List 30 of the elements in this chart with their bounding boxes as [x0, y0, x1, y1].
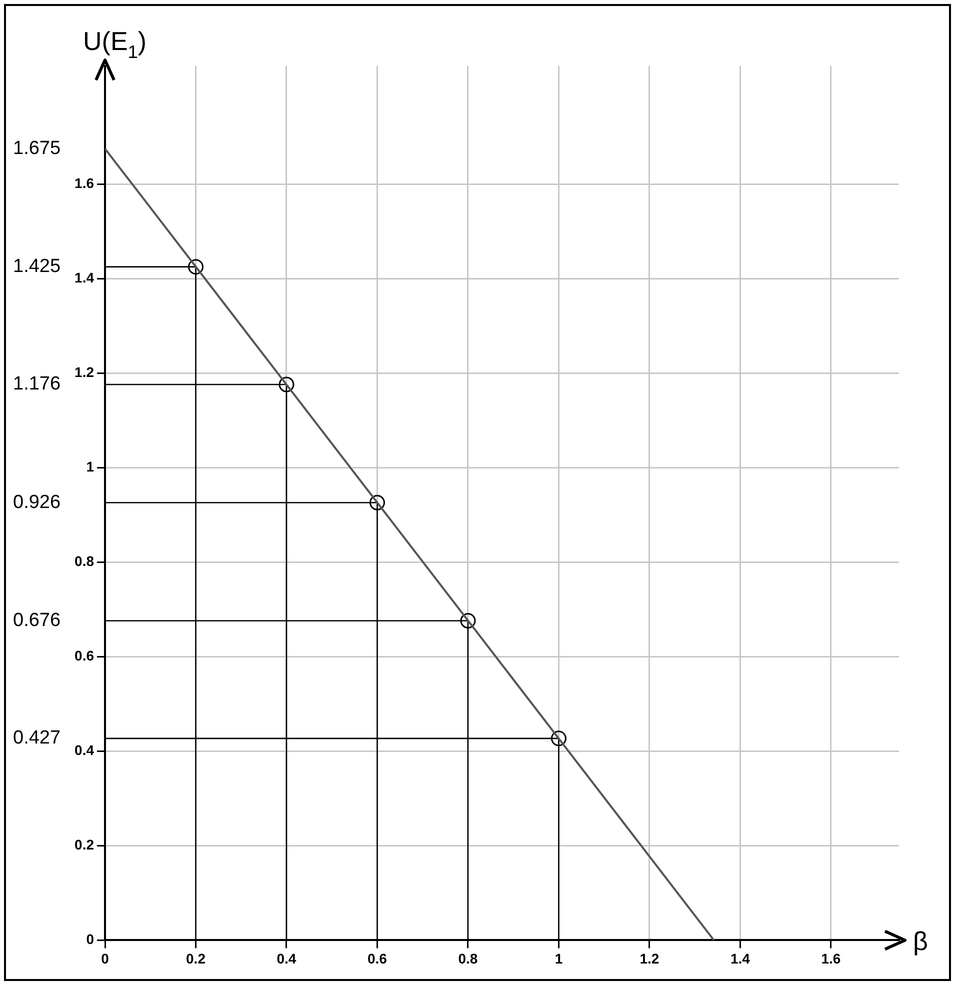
y-tick-label: 0.2 [74, 836, 94, 853]
y2-tick-label: 1.675 [13, 138, 61, 159]
y2-tick-label: 1.176 [13, 374, 61, 395]
y-tick-label: 1.4 [74, 270, 94, 286]
x-tick-label: 1.4 [730, 950, 750, 966]
x-tick-label: 1 [554, 950, 563, 966]
y2-tick-label: 0.926 [13, 492, 61, 513]
y-tick-label: 0.8 [74, 553, 94, 570]
point [550, 730, 566, 746]
x-axis-title: β [913, 926, 928, 956]
x-tick-label: 1.2 [640, 950, 660, 966]
x-tick-label: 1.6 [821, 950, 841, 966]
x-tick-label: 0.4 [276, 950, 296, 966]
y-tick-label: 0.6 [74, 648, 94, 664]
y-tick-label: 1.2 [74, 364, 94, 380]
y2-tick-label: 0.676 [13, 610, 61, 631]
y-tick-label: 1 [86, 458, 94, 475]
x-tick-label: 0.8 [458, 950, 478, 966]
y2-tick-label: 0.427 [13, 728, 61, 749]
x-tick-label: 0 [101, 950, 110, 966]
point [369, 494, 385, 510]
point [278, 376, 294, 392]
point [188, 259, 204, 275]
x-tick-label: 0.2 [186, 950, 206, 966]
y-tick-label: 1.6 [74, 174, 94, 191]
y-tick-label: 0 [86, 931, 94, 948]
y2-tick-label: 1.425 [13, 256, 61, 278]
x-tick-label: 0.6 [368, 950, 388, 966]
point [460, 613, 476, 629]
y-tick-label: 0.4 [74, 742, 94, 758]
